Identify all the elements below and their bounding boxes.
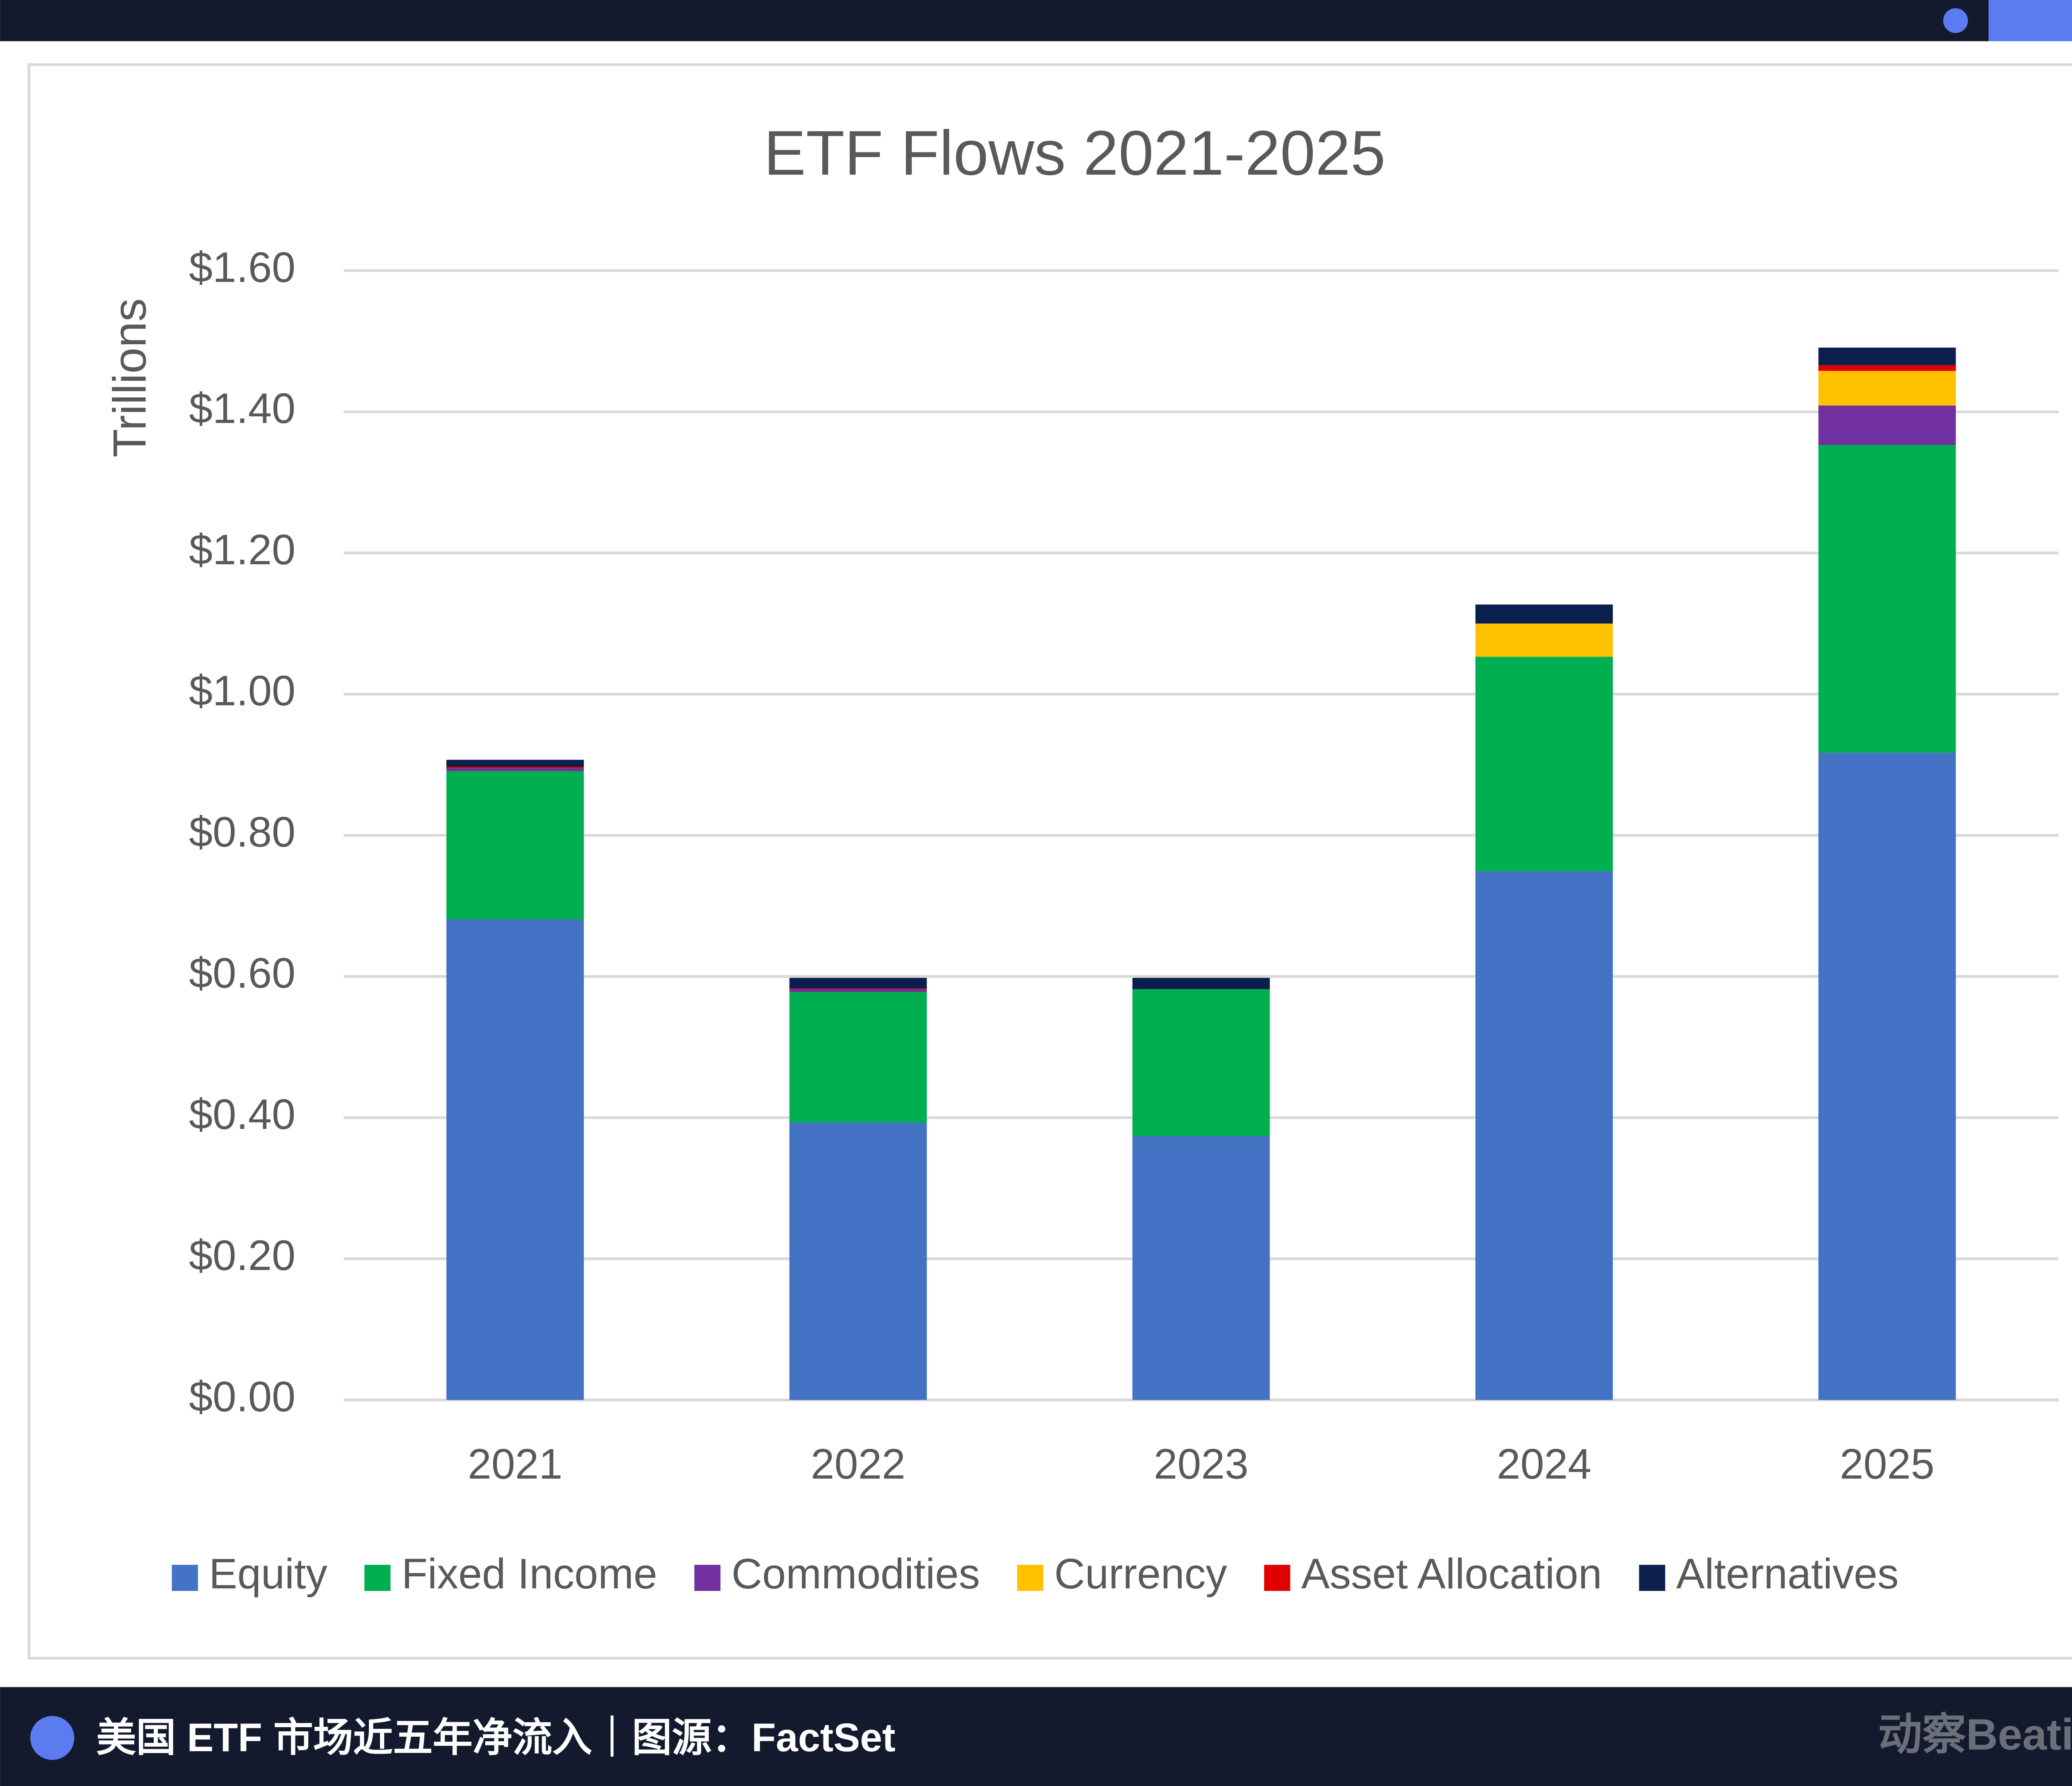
bar-segment xyxy=(789,1122,927,1400)
x-tick-label: 2023 xyxy=(1154,1440,1249,1488)
bar-segment xyxy=(1818,445,1956,753)
bar-segment xyxy=(1132,978,1270,989)
bar-segment xyxy=(446,766,584,769)
bar-segment xyxy=(1475,871,1613,1400)
bar-segment xyxy=(1818,365,1956,371)
bar-segment xyxy=(1818,752,1956,1400)
bar-segment xyxy=(789,988,927,989)
x-tick-label: 2022 xyxy=(811,1440,905,1488)
bar-segment xyxy=(1818,347,1956,365)
legend-swatch xyxy=(1017,1565,1043,1591)
y-tick-label: $1.40 xyxy=(189,384,295,432)
legend-swatch xyxy=(1639,1565,1665,1591)
bar-segment xyxy=(1475,657,1613,872)
y-tick-label: $1.00 xyxy=(189,667,295,715)
chart-frame xyxy=(27,63,2072,1660)
x-tick-label: 2025 xyxy=(1840,1440,1935,1488)
legend-label: Alternatives xyxy=(1676,1550,1899,1597)
x-tick-label: 2024 xyxy=(1497,1440,1592,1488)
y-tick-label: $1.60 xyxy=(189,243,295,291)
legend-label: Asset Allocation xyxy=(1301,1550,1602,1597)
y-tick-label: $0.80 xyxy=(189,808,295,856)
bar-segment xyxy=(789,978,927,988)
header-dot xyxy=(1943,8,1968,33)
bar-segment xyxy=(1132,1136,1270,1400)
bar-segment xyxy=(446,759,584,767)
header-tab xyxy=(1988,0,2072,41)
y-tick-label: $0.40 xyxy=(189,1090,295,1138)
bar-segment xyxy=(1818,405,1956,445)
legend-label: Commodities xyxy=(731,1550,980,1597)
legend-swatch xyxy=(1264,1565,1290,1591)
bar-segment xyxy=(446,919,584,1400)
legend-swatch xyxy=(172,1565,198,1591)
bar-segment xyxy=(446,771,584,919)
legend-label: Currency xyxy=(1054,1550,1227,1597)
bar-segment xyxy=(1475,604,1613,624)
x-tick-label: 2021 xyxy=(468,1440,563,1488)
bar-segment xyxy=(446,768,584,771)
footer-bar xyxy=(0,1687,2072,1786)
bar-segment xyxy=(1132,989,1270,1136)
header-bar xyxy=(0,0,2072,41)
caption: 美国 ETF 市场近五年净流入｜图源：FactSet xyxy=(96,1715,896,1760)
bar-segment xyxy=(789,992,927,1123)
legend-label: Fixed Income xyxy=(402,1550,657,1597)
bar-segment xyxy=(789,989,927,992)
legend-swatch xyxy=(364,1565,391,1591)
y-tick-label: $1.20 xyxy=(189,526,295,573)
y-tick-label: $0.00 xyxy=(189,1373,295,1420)
bar-segment xyxy=(1475,624,1613,657)
bar-segment xyxy=(1818,371,1956,406)
legend-swatch xyxy=(694,1565,721,1591)
chart-title: ETF Flows 2021-2025 xyxy=(764,118,1386,189)
footer-dot xyxy=(30,1716,75,1760)
legend-label: Equity xyxy=(209,1550,327,1597)
y-axis-label: Trillions xyxy=(104,298,156,457)
brand: 动察Beating xyxy=(1878,1710,2072,1759)
y-tick-label: $0.20 xyxy=(189,1232,295,1279)
y-tick-label: $0.60 xyxy=(189,949,295,997)
